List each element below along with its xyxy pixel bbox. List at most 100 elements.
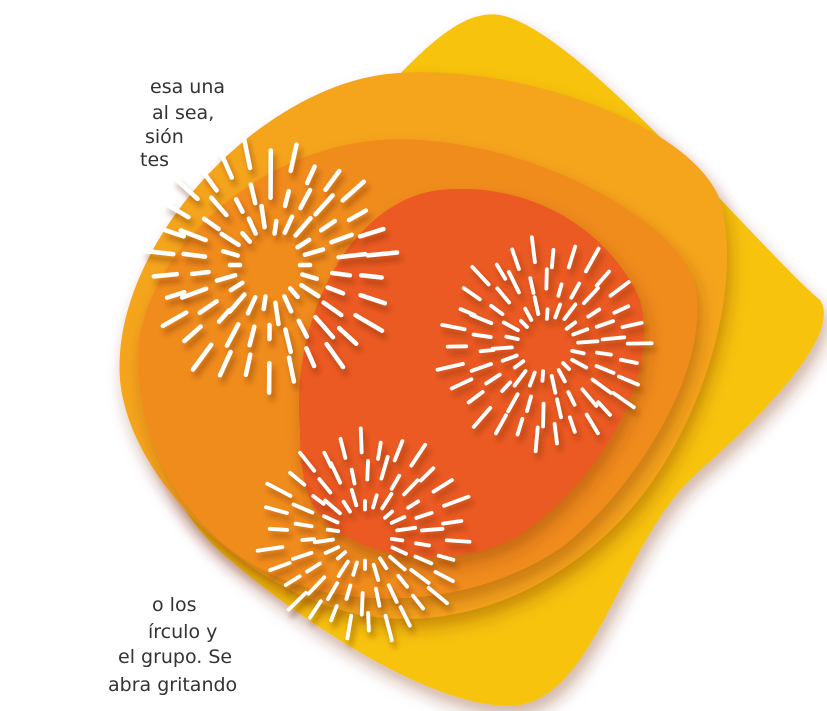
burst-ray	[323, 498, 342, 516]
burst-ray	[313, 314, 336, 340]
burst-ray	[321, 300, 344, 318]
burst-ray	[544, 307, 550, 321]
burst-ray	[441, 519, 464, 526]
burst-ray	[202, 171, 219, 193]
burst-ray	[209, 195, 229, 218]
burst-ray	[286, 590, 308, 612]
burst-ray	[323, 545, 341, 555]
burst-ray	[282, 214, 295, 235]
burst-ray	[358, 426, 364, 455]
burst-ray	[219, 151, 235, 180]
burst-ray	[189, 269, 211, 277]
burst-ray	[329, 270, 353, 278]
burst-ray	[164, 289, 187, 300]
burst-ray	[323, 168, 342, 192]
burst-ray	[566, 244, 578, 270]
burst-ray	[532, 295, 541, 316]
burst-ray	[313, 193, 335, 217]
burst-ray	[246, 216, 258, 236]
burst-ray	[506, 270, 521, 295]
burst-ray	[561, 361, 571, 371]
burst-ray	[351, 560, 359, 577]
burst-ray	[371, 562, 381, 582]
burst-ray	[433, 570, 455, 584]
text-line: al sea,	[152, 102, 214, 124]
burst-ray	[359, 590, 365, 617]
burst-ray	[586, 307, 602, 319]
burst-ray	[340, 179, 367, 203]
text-line: tes	[140, 149, 169, 171]
burst-ray	[500, 353, 519, 363]
burst-ray	[471, 332, 493, 339]
burst-ray	[160, 310, 189, 329]
burst-ray	[515, 416, 525, 437]
burst-ray	[458, 307, 477, 317]
burst-ray	[555, 397, 563, 420]
burst-ray	[594, 269, 611, 288]
burst-ray	[293, 216, 313, 238]
burst-ray	[325, 527, 341, 534]
burst-ray	[398, 605, 412, 628]
burst-ray	[409, 442, 428, 468]
burst-ray	[611, 391, 636, 410]
burst-ray	[263, 505, 289, 515]
burst-ray	[396, 573, 410, 589]
burst-ray	[500, 380, 513, 393]
burst-ray	[282, 188, 292, 209]
burst-ray	[582, 286, 600, 306]
burst-ray	[272, 218, 279, 236]
burst-ray	[490, 345, 514, 351]
burst-ray	[595, 350, 613, 357]
burst-ray	[288, 142, 299, 174]
burst-ray	[329, 604, 339, 623]
body-text: esa una al sea, sión tes o los írculo y …	[108, 76, 237, 696]
burst-ray	[247, 324, 257, 348]
burst-ray	[181, 251, 208, 259]
burst-ray	[495, 286, 512, 305]
burst-ray	[248, 182, 258, 206]
burst-ray	[410, 593, 425, 611]
burst-ray	[151, 271, 180, 279]
burst-ray	[346, 208, 369, 223]
burst-ray	[317, 477, 333, 495]
burst-ray	[298, 450, 317, 473]
burst-ray	[533, 425, 540, 454]
burst-ray	[268, 560, 292, 572]
burst-ray	[608, 280, 631, 298]
burst-ray	[414, 510, 434, 520]
burst-ray	[512, 369, 528, 388]
burst-ray	[291, 502, 315, 515]
burst-ray	[165, 202, 191, 220]
burst-ray	[525, 394, 533, 413]
burst-ray	[179, 286, 209, 300]
burst-ray	[259, 203, 267, 230]
burst-ray	[365, 459, 370, 482]
burst-ray	[376, 440, 383, 461]
burst-ray	[299, 282, 321, 299]
burst-ray	[283, 327, 293, 355]
burst-ray	[570, 357, 589, 370]
burst-ray	[305, 561, 322, 574]
burst-ray	[322, 514, 340, 525]
burst-ray	[562, 302, 578, 321]
burst-ray	[395, 525, 418, 533]
burst-ray	[286, 355, 297, 384]
burst-ray	[173, 176, 200, 202]
burst-ray	[336, 251, 368, 260]
burst-ray	[178, 228, 208, 243]
burst-ray	[358, 272, 384, 280]
burst-ray	[353, 312, 385, 333]
burst-ray	[618, 357, 639, 365]
burst-ray	[431, 478, 454, 494]
burst-ray	[349, 467, 357, 486]
burst-ray	[163, 227, 186, 239]
burst-ray	[600, 335, 627, 342]
burst-ray	[228, 280, 245, 293]
burst-ray	[409, 567, 431, 585]
burst-ray	[402, 478, 420, 497]
burst-ray	[440, 323, 467, 332]
burst-ray	[392, 439, 405, 463]
burst-ray	[406, 499, 421, 510]
burst-ray	[336, 559, 350, 578]
burst-ray	[566, 390, 577, 407]
